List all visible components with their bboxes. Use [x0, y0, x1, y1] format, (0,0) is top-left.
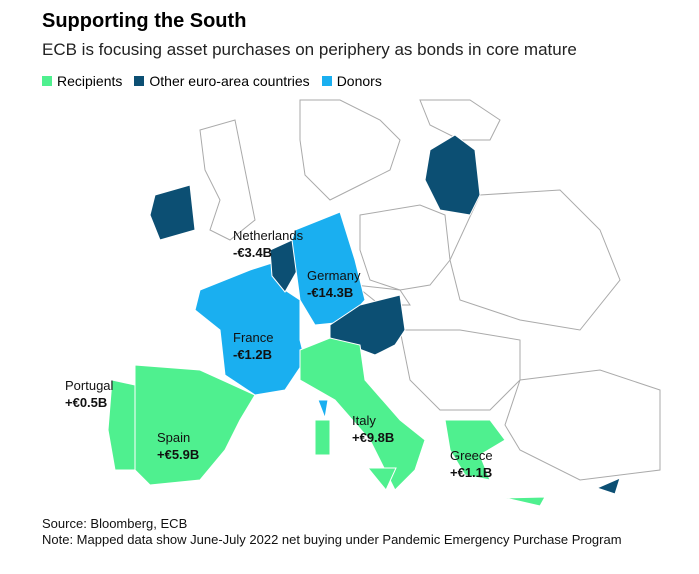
note: Note: Mapped data show June-July 2022 ne…	[42, 532, 622, 547]
crete	[504, 496, 546, 507]
country-name: France	[233, 330, 273, 345]
italy	[299, 337, 426, 491]
baltics	[424, 134, 481, 216]
country-value: +€5.9B	[157, 447, 199, 462]
countries	[107, 134, 621, 507]
corsica	[317, 399, 329, 420]
legend: Recipients Other euro-area countries Donor…	[42, 73, 382, 89]
country-name: Italy	[352, 413, 376, 428]
sicily	[366, 467, 397, 491]
sardinia	[314, 419, 331, 456]
country-name: Netherlands	[233, 228, 304, 243]
labels: Netherlands -€3.4B Germany -€14.3B France -€1…	[65, 228, 493, 480]
legend-swatch	[42, 76, 52, 86]
country-value: +€9.8B	[352, 430, 394, 445]
ireland	[149, 184, 196, 241]
land	[199, 99, 661, 481]
title: Supporting the South	[42, 10, 247, 32]
legend-label: Other euro-area countries	[149, 73, 310, 89]
country-name: Greece	[450, 448, 493, 463]
legend-item: Recipients	[42, 73, 122, 89]
country-name: Spain	[157, 430, 190, 445]
source: Source: Bloomberg, ECB	[42, 516, 188, 531]
legend-item: Donors	[321, 73, 382, 89]
greece	[444, 419, 506, 481]
country-value: -€14.3B	[307, 285, 353, 300]
legend-item: Other euro-area countries	[134, 73, 310, 89]
country-name: Germany	[307, 268, 361, 283]
country-value: -€1.2B	[233, 347, 272, 362]
cyprus	[595, 477, 621, 495]
country-value: +€1.1B	[450, 465, 492, 480]
legend-label: Recipients	[57, 73, 123, 89]
legend-swatch	[134, 76, 145, 86]
portugal	[107, 379, 136, 471]
country-name: Portugal	[65, 378, 114, 393]
country-value: +€0.5B	[65, 395, 107, 410]
footer: Source: Bloomberg, ECB Note: Mapped data…	[42, 516, 622, 548]
subtitle: ECB is focusing asset purchases on perip…	[42, 40, 577, 59]
legend-swatch	[321, 76, 332, 86]
country-value: -€3.4B	[233, 245, 272, 260]
legend-label: Donors	[336, 73, 382, 89]
